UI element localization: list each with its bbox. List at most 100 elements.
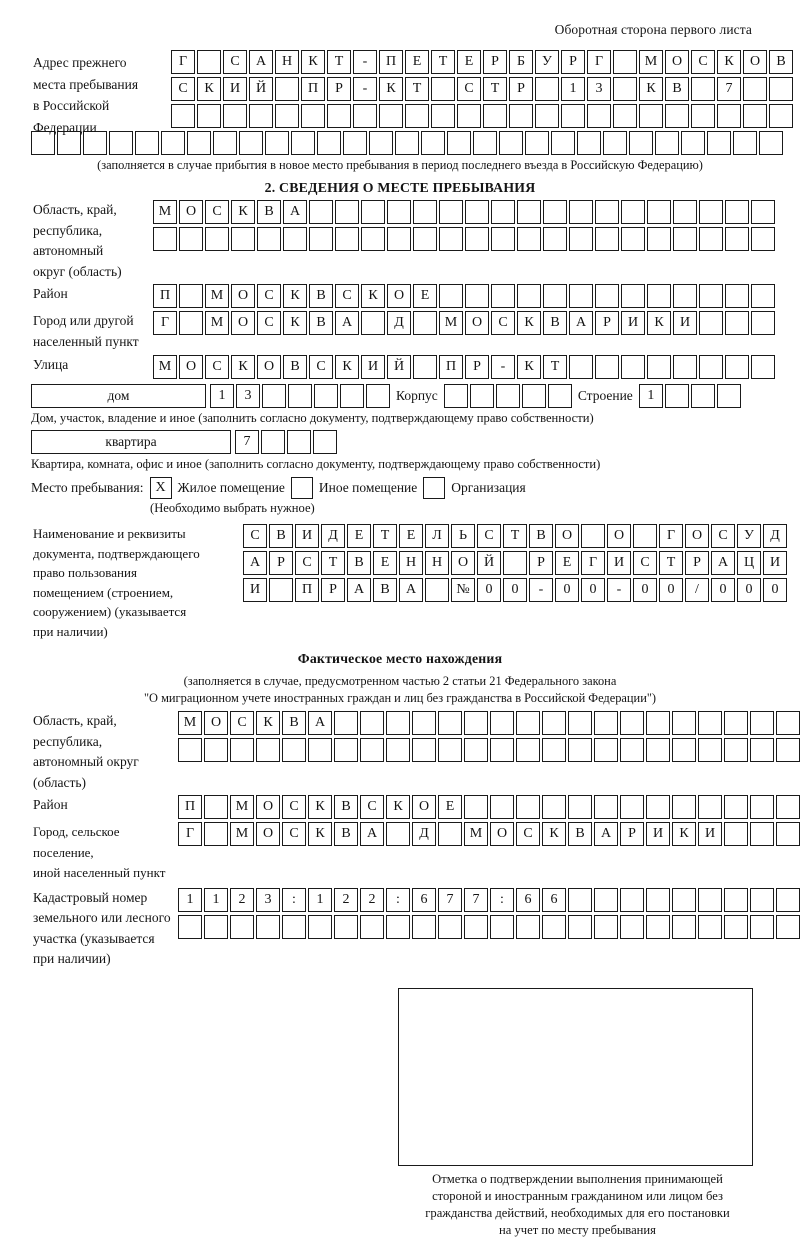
char-cell[interactable]: -: [529, 578, 553, 602]
char-cell[interactable]: Е: [555, 551, 579, 575]
char-cell[interactable]: [672, 711, 696, 735]
char-cell[interactable]: [646, 887, 670, 912]
char-cell[interactable]: [595, 200, 619, 224]
char-cell[interactable]: [516, 738, 540, 762]
char-cell[interactable]: Г: [659, 524, 683, 548]
char-cell[interactable]: [413, 311, 437, 335]
char-cell[interactable]: 2: [230, 887, 254, 912]
char-cell[interactable]: [699, 200, 723, 224]
char-cell[interactable]: Е: [347, 524, 371, 548]
char-cell[interactable]: Г: [581, 551, 605, 575]
char-cell[interactable]: С: [282, 822, 306, 846]
char-cell[interactable]: [698, 914, 722, 939]
char-cell[interactable]: [187, 131, 211, 155]
char-cell[interactable]: 0: [503, 578, 527, 602]
char-cell[interactable]: Г: [171, 50, 195, 74]
char-cell[interactable]: [438, 822, 462, 846]
char-cell[interactable]: [490, 711, 514, 735]
char-cell[interactable]: О: [231, 311, 255, 335]
char-cell[interactable]: У: [737, 524, 761, 548]
char-cell[interactable]: [639, 104, 663, 128]
char-cell[interactable]: [464, 914, 488, 939]
char-cell[interactable]: [261, 430, 285, 454]
char-cell[interactable]: 1: [204, 887, 228, 912]
char-cell[interactable]: [517, 200, 541, 224]
char-cell[interactable]: М: [439, 311, 463, 335]
char-cell[interactable]: [743, 77, 767, 101]
char-cell[interactable]: Р: [595, 311, 619, 335]
char-cell[interactable]: [317, 131, 341, 155]
char-cell[interactable]: 6: [412, 887, 436, 912]
char-cell[interactable]: [473, 131, 497, 155]
char-cell[interactable]: [673, 355, 697, 379]
char-cell[interactable]: [691, 77, 715, 101]
char-cell[interactable]: [646, 711, 670, 735]
char-cell[interactable]: С: [516, 822, 540, 846]
char-cell[interactable]: О: [179, 355, 203, 379]
char-cell[interactable]: [724, 738, 748, 762]
char-cell[interactable]: Р: [561, 50, 585, 74]
char-cell[interactable]: [204, 914, 228, 939]
char-cell[interactable]: [699, 227, 723, 251]
char-cell[interactable]: [699, 284, 723, 308]
char-cell[interactable]: 2: [334, 887, 358, 912]
char-cell[interactable]: В: [665, 77, 689, 101]
char-cell[interactable]: О: [490, 822, 514, 846]
char-cell[interactable]: [620, 738, 644, 762]
char-cell[interactable]: [568, 738, 592, 762]
char-cell[interactable]: [230, 738, 254, 762]
char-cell[interactable]: А: [711, 551, 735, 575]
char-cell[interactable]: [369, 131, 393, 155]
char-cell[interactable]: [109, 131, 133, 155]
char-cell[interactable]: [724, 914, 748, 939]
char-cell[interactable]: М: [153, 355, 177, 379]
char-cell[interactable]: [620, 795, 644, 819]
char-cell[interactable]: [724, 822, 748, 846]
char-cell[interactable]: 3: [587, 77, 611, 101]
char-cell[interactable]: О: [412, 795, 436, 819]
char-cell[interactable]: [313, 430, 337, 454]
char-cell[interactable]: [751, 311, 775, 335]
char-cell[interactable]: С: [257, 284, 281, 308]
char-cell[interactable]: [595, 284, 619, 308]
char-cell[interactable]: 1: [638, 384, 663, 408]
char-cell[interactable]: 0: [581, 578, 605, 602]
char-cell[interactable]: [516, 711, 540, 735]
char-cell[interactable]: [395, 131, 419, 155]
char-cell[interactable]: [672, 887, 696, 912]
char-cell[interactable]: И: [223, 77, 247, 101]
char-cell[interactable]: [691, 104, 715, 128]
char-cell[interactable]: [613, 104, 637, 128]
char-cell[interactable]: Р: [529, 551, 553, 575]
char-cell[interactable]: К: [283, 284, 307, 308]
char-cell[interactable]: [769, 104, 793, 128]
char-cell[interactable]: С: [335, 284, 359, 308]
char-cell[interactable]: [725, 355, 749, 379]
char-cell[interactable]: К: [335, 355, 359, 379]
char-cell[interactable]: 0: [555, 578, 579, 602]
char-cell[interactable]: [269, 578, 293, 602]
char-cell[interactable]: [413, 227, 437, 251]
char-cell[interactable]: [603, 131, 627, 155]
char-cell[interactable]: -: [353, 50, 377, 74]
char-cell[interactable]: Т: [503, 524, 527, 548]
char-cell[interactable]: [282, 914, 306, 939]
cell-row[interactable]: [178, 914, 800, 939]
char-cell[interactable]: А: [308, 711, 332, 735]
char-cell[interactable]: 1: [210, 384, 234, 408]
char-cell[interactable]: С: [295, 551, 319, 575]
cell-row[interactable]: [31, 131, 800, 155]
char-cell[interactable]: [483, 104, 507, 128]
char-cell[interactable]: [724, 711, 748, 735]
char-cell[interactable]: [230, 914, 254, 939]
char-cell[interactable]: Р: [269, 551, 293, 575]
char-cell[interactable]: И: [607, 551, 631, 575]
char-cell[interactable]: [412, 711, 436, 735]
char-cell[interactable]: В: [257, 200, 281, 224]
char-cell[interactable]: [750, 795, 774, 819]
cell-row[interactable]: [153, 227, 775, 251]
char-cell[interactable]: [568, 914, 592, 939]
char-cell[interactable]: М: [230, 822, 254, 846]
char-cell[interactable]: С: [223, 50, 247, 74]
